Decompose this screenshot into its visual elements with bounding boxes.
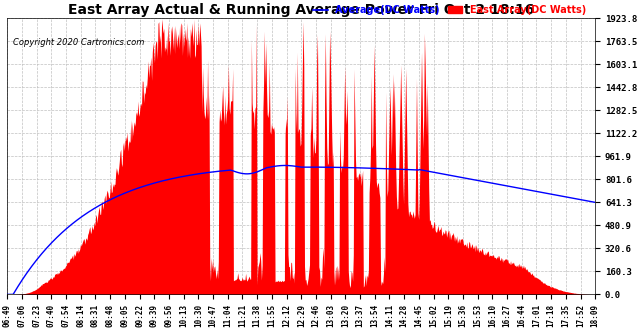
Text: Copyright 2020 Cartronics.com: Copyright 2020 Cartronics.com (13, 38, 145, 47)
Legend: Average(DC Watts), East Array(DC Watts): Average(DC Watts), East Array(DC Watts) (309, 1, 590, 19)
Title: East Array Actual & Running Average Power Fri Oct 2 18:16: East Array Actual & Running Average Powe… (68, 3, 534, 17)
